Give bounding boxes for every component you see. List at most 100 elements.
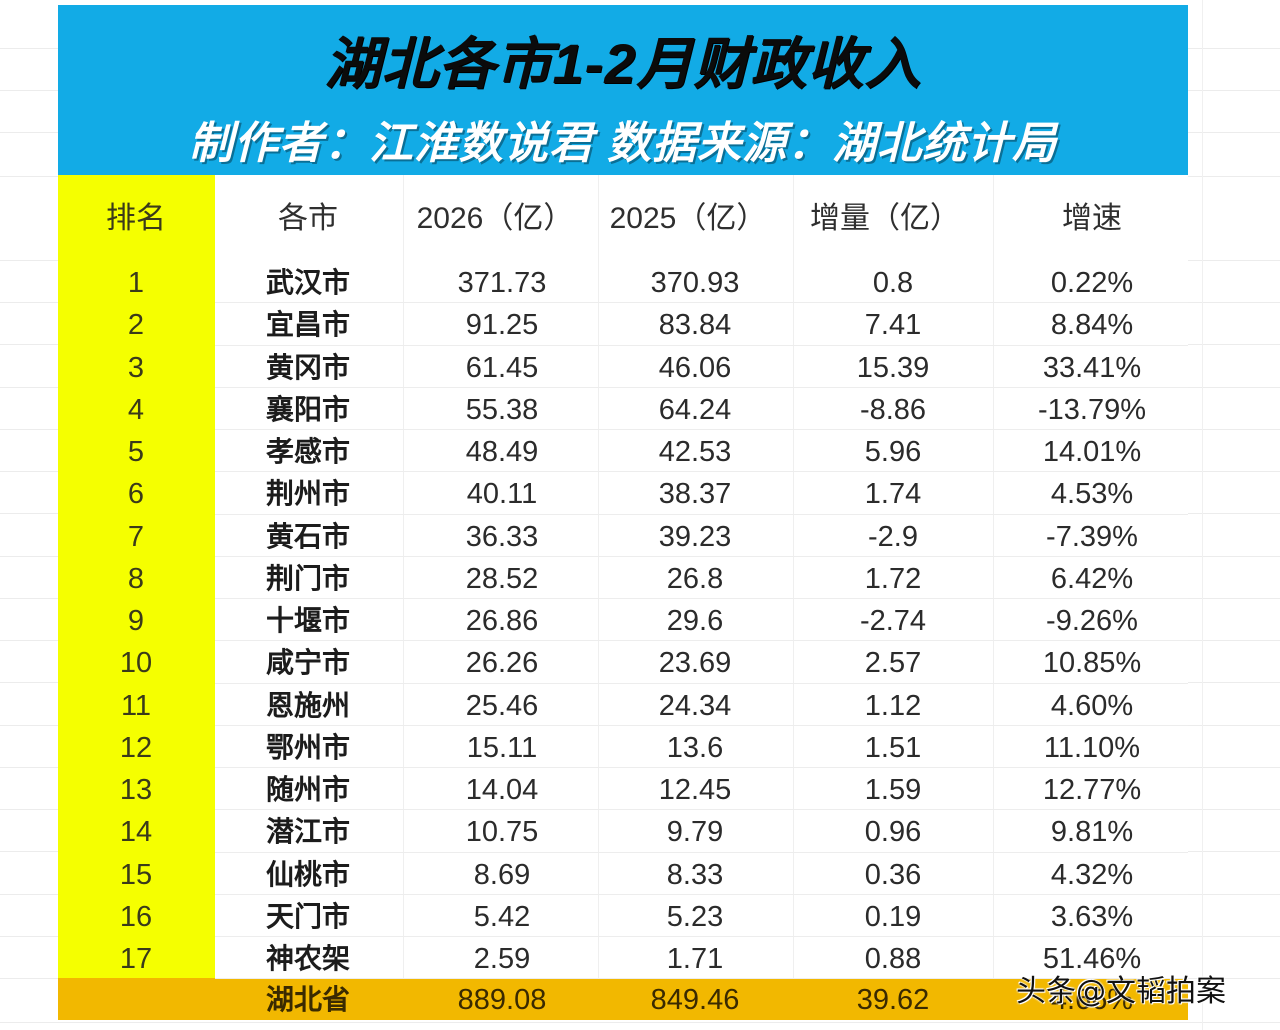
revenue-2026-cell: 40.11 xyxy=(466,478,538,511)
city-cell: 潜江市 xyxy=(265,815,351,849)
title-banner: 湖北各市1-2月财政收入 制作者：江淮数说君 数据来源：湖北统计局 xyxy=(58,5,1188,175)
page-title: 湖北各市1-2月财政收入 xyxy=(324,32,922,95)
rank-cell: 7 xyxy=(127,520,145,553)
growth-rate-cell: 4.60% xyxy=(1050,689,1134,722)
revenue-2026-cell: 25.46 xyxy=(465,689,539,722)
row-divider xyxy=(215,344,1188,346)
revenue-2026-cell: 14.04 xyxy=(465,774,539,806)
delta-cell: 5.96 xyxy=(864,436,922,468)
city-cell: 十堰市 xyxy=(265,604,351,637)
row-divider xyxy=(215,767,1188,768)
delta-cell: 0.96 xyxy=(864,816,922,849)
row-divider xyxy=(215,386,1188,388)
row-divider xyxy=(215,851,1188,853)
delta-cell: 0.19 xyxy=(864,900,922,933)
revenue-2026-cell: 15.11 xyxy=(466,731,538,764)
city-cell: 咸宁市 xyxy=(265,646,351,680)
revenue-2026-cell: 8.69 xyxy=(473,858,531,891)
total-revenue-2025-cell: 849.46 xyxy=(650,984,740,1016)
city-cell: 宜昌市 xyxy=(265,308,351,342)
rank-cell: 14 xyxy=(119,816,153,849)
row-divider xyxy=(215,724,1188,726)
row-divider xyxy=(215,598,1188,599)
column-header-2026: 2026（亿） xyxy=(416,202,574,235)
revenue-2025-cell: 26.8 xyxy=(666,562,724,595)
column-divider xyxy=(403,175,404,978)
column-divider xyxy=(793,175,794,978)
total-delta-cell: 39.62 xyxy=(856,984,930,1016)
delta-cell: 0.36 xyxy=(864,858,922,891)
revenue-2026-cell: 5.42 xyxy=(473,900,531,933)
revenue-2026-cell: 61.45 xyxy=(465,351,539,384)
row-divider xyxy=(215,682,1188,684)
rank-cell: 4 xyxy=(127,393,145,426)
row-divider xyxy=(215,640,1188,642)
row-divider xyxy=(215,978,1188,980)
revenue-2025-cell: 13.6 xyxy=(666,731,724,764)
revenue-2026-cell: 28.52 xyxy=(465,562,539,595)
row-divider xyxy=(215,809,1188,811)
column-header-rank: 排名 xyxy=(106,202,166,235)
row-divider xyxy=(215,471,1188,473)
row-divider xyxy=(215,936,1188,937)
city-cell: 武汉市 xyxy=(265,266,351,299)
row-divider xyxy=(215,555,1188,557)
growth-rate-cell: 51.46% xyxy=(1042,943,1142,975)
growth-rate-cell: 14.01% xyxy=(1042,436,1142,468)
revenue-2026-cell: 91.25 xyxy=(465,309,539,342)
revenue-2025-cell: 9.79 xyxy=(666,816,724,849)
growth-rate-cell: 10.85% xyxy=(1042,647,1142,680)
row-divider xyxy=(215,429,1188,430)
row-divider xyxy=(215,893,1188,895)
revenue-2025-cell: 5.23 xyxy=(666,900,724,933)
column-divider xyxy=(993,175,994,978)
growth-rate-cell: 4.53% xyxy=(1050,478,1134,511)
rank-cell: 16 xyxy=(119,900,153,933)
revenue-2026-cell: 36.33 xyxy=(465,520,539,553)
delta-cell: 15.39 xyxy=(856,351,930,384)
column-divider xyxy=(598,175,599,978)
city-cell: 荆门市 xyxy=(265,561,351,595)
city-cell: 随州市 xyxy=(265,773,351,806)
delta-cell: -2.9 xyxy=(868,520,918,553)
growth-rate-cell: 8.84% xyxy=(1050,309,1134,342)
revenue-2026-cell: 371.73 xyxy=(457,267,547,299)
growth-rate-cell: -13.79% xyxy=(1037,393,1147,426)
city-cell: 仙桃市 xyxy=(265,857,351,891)
delta-cell: 1.59 xyxy=(864,774,922,806)
watermark: 头条@文韬拍案 xyxy=(1016,974,1226,1009)
growth-rate-cell: 0.22% xyxy=(1050,267,1134,299)
city-cell: 神农架 xyxy=(265,942,351,975)
row-divider xyxy=(215,302,1188,304)
column-header-rate: 增速 xyxy=(1062,202,1122,235)
rank-cell: 15 xyxy=(119,858,153,891)
revenue-2025-cell: 29.6 xyxy=(666,605,724,637)
column-header-2025: 2025（亿） xyxy=(609,202,767,235)
rank-cell: 6 xyxy=(127,478,145,511)
rank-cell: 12 xyxy=(119,731,153,764)
delta-cell: 1.12 xyxy=(864,689,922,722)
revenue-2025-cell: 64.24 xyxy=(658,393,732,426)
data-table xyxy=(215,175,1188,978)
rank-cell: 3 xyxy=(127,351,145,384)
revenue-2025-cell: 12.45 xyxy=(658,774,732,806)
rank-cell: 11 xyxy=(120,689,152,722)
growth-rate-cell: 33.41% xyxy=(1042,351,1142,384)
revenue-2025-cell: 1.71 xyxy=(666,943,724,975)
revenue-2025-cell: 24.34 xyxy=(658,689,732,722)
revenue-2026-cell: 26.26 xyxy=(465,647,539,680)
city-cell: 襄阳市 xyxy=(265,392,351,426)
rank-cell: 5 xyxy=(127,436,145,468)
growth-rate-cell: 4.32% xyxy=(1050,858,1134,891)
delta-cell: 0.8 xyxy=(872,267,914,299)
rank-cell: 1 xyxy=(127,267,145,299)
rank-cell: 9 xyxy=(127,605,145,637)
total-city-cell: 湖北省 xyxy=(265,983,351,1016)
city-cell: 鄂州市 xyxy=(265,730,351,764)
city-cell: 孝感市 xyxy=(265,435,351,468)
city-cell: 荆州市 xyxy=(265,477,351,511)
delta-cell: -2.74 xyxy=(859,605,927,637)
rank-cell: 10 xyxy=(119,647,153,680)
revenue-2025-cell: 8.33 xyxy=(666,858,724,891)
delta-cell: 7.41 xyxy=(864,309,922,342)
